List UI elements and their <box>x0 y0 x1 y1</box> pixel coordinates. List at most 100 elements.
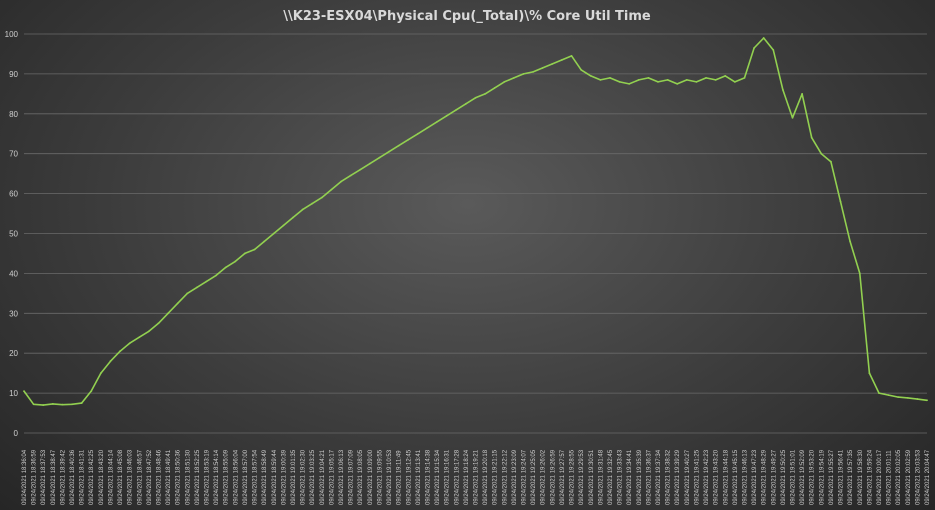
data-point <box>906 396 909 399</box>
x-tick-label: 09/24/2021 19:55:27 <box>829 449 835 505</box>
data-point <box>532 71 535 73</box>
x-tick-label: 09/24/2021 19:16:31 <box>445 449 451 505</box>
y-tick-label: 80 <box>9 110 18 119</box>
x-tick-label: 09/24/2021 19:05:17 <box>329 449 335 505</box>
x-tick-label: 09/24/2021 19:26:59 <box>550 449 556 505</box>
x-tick-label: 09/24/2021 20:03:53 <box>915 449 921 505</box>
data-point <box>282 224 285 227</box>
x-tick-label: 09/24/2021 19:10:53 <box>387 449 393 505</box>
x-tick-label: 09/24/2021 19:28:55 <box>570 449 576 505</box>
x-tick-label: 09/24/2021 19:47:23 <box>752 449 758 505</box>
data-point <box>685 78 688 81</box>
data-point <box>416 132 419 135</box>
data-point <box>167 312 169 315</box>
data-point <box>407 138 410 141</box>
x-tick-label: 09/24/2021 19:13:41 <box>416 449 422 505</box>
data-point <box>272 232 275 235</box>
x-tick-label: 09/24/2021 19:14:38 <box>425 449 431 505</box>
data-point <box>32 403 35 406</box>
x-tick-label: 09/24/2021 18:38:47 <box>51 449 57 505</box>
y-axis-ticks: 0 10 20 30 40 50 60 70 80 90 100 <box>5 30 19 438</box>
x-tick-label: 09/24/2021 18:47:52 <box>147 449 153 505</box>
x-tick-label: 09/24/2021 18:55:09 <box>224 449 230 505</box>
x-tick-label: 09/24/2021 18:43:20 <box>99 449 105 505</box>
x-tick-label: 09/24/2021 19:59:24 <box>867 449 873 505</box>
x-tick-label: 09/24/2021 19:04:21 <box>320 449 326 505</box>
y-tick-label: 100 <box>5 30 19 39</box>
data-point <box>570 55 573 57</box>
x-tick-label: 09/24/2021 19:53:20 <box>810 449 816 505</box>
x-tick-label: 09/24/2021 18:41:31 <box>80 449 86 505</box>
x-tick-label: 09/24/2021 18:57:00 <box>243 449 249 505</box>
x-tick-label: 09/24/2021 19:06:13 <box>339 449 345 505</box>
x-tick-label: 09/24/2021 19:18:24 <box>464 449 470 505</box>
x-tick-label: 09/24/2021 19:08:05 <box>358 449 364 505</box>
x-tick-label: 09/24/2021 19:21:15 <box>493 449 499 505</box>
x-tick-label: 09/24/2021 19:30:51 <box>589 449 595 505</box>
data-point <box>426 126 429 129</box>
data-point <box>311 202 314 205</box>
x-tick-label: 09/24/2021 19:23:09 <box>512 449 518 505</box>
data-point <box>801 92 804 95</box>
x-tick-label: 09/24/2021 19:19:21 <box>474 449 480 505</box>
data-point <box>541 67 544 69</box>
x-tick-label: 09/24/2021 18:49:41 <box>166 449 172 505</box>
x-tick-label: 09/24/2021 18:40:36 <box>70 449 76 505</box>
x-tick-label: 09/24/2021 19:48:29 <box>762 449 768 505</box>
x-tick-label: 09/24/2021 18:57:54 <box>253 449 259 505</box>
x-tick-label: 09/24/2021 19:02:30 <box>301 449 307 505</box>
data-point <box>244 252 246 255</box>
x-tick-label: 09/24/2021 19:50:25 <box>781 449 787 505</box>
y-tick-label: 0 <box>14 429 19 438</box>
data-point <box>378 156 381 159</box>
data-point <box>109 360 112 363</box>
data-point <box>493 86 496 89</box>
data-point <box>71 403 73 406</box>
data-point <box>743 76 746 79</box>
x-tick-label: 09/24/2021 18:39:42 <box>60 449 66 505</box>
x-tick-label: 09/24/2021 19:12:45 <box>406 449 412 505</box>
data-point <box>436 120 438 123</box>
data-point <box>445 114 448 117</box>
data-point <box>762 37 765 39</box>
x-tick-label: 09/24/2021 19:34:41 <box>627 449 633 505</box>
data-point <box>503 80 506 83</box>
data-point <box>839 200 842 203</box>
data-point <box>263 240 266 243</box>
x-tick-label: 09/24/2021 19:31:48 <box>598 449 604 505</box>
data-point <box>80 402 83 404</box>
data-point <box>464 102 467 105</box>
data-point <box>705 76 707 79</box>
x-tick-label: 09/24/2021 19:36:37 <box>646 449 652 505</box>
x-tick-label: 09/24/2021 20:00:17 <box>877 449 883 505</box>
x-tick-label: 09/24/2021 19:32:45 <box>608 449 614 505</box>
data-point <box>926 399 928 402</box>
x-tick-label: 09/24/2021 19:26:02 <box>541 449 547 505</box>
x-tick-label: 09/24/2021 19:37:34 <box>656 449 662 505</box>
data-point <box>637 78 640 81</box>
x-tick-label: 09/24/2021 18:45:08 <box>118 449 124 505</box>
x-tick-label: 09/24/2021 18:42:25 <box>89 449 95 505</box>
data-point <box>858 272 861 275</box>
data-point <box>609 76 611 79</box>
y-tick-label: 50 <box>9 230 18 239</box>
x-tick-label: 09/24/2021 18:56:04 <box>233 449 239 505</box>
data-point <box>561 59 563 61</box>
gridlines <box>24 33 927 434</box>
data-point <box>330 188 333 191</box>
x-tick-label: 09/24/2021 19:51:01 <box>791 449 797 505</box>
x-tick-label: 09/24/2021 19:24:07 <box>522 449 528 505</box>
data-point <box>887 394 890 396</box>
data-point <box>320 196 323 199</box>
y-tick-label: 10 <box>9 389 18 398</box>
data-point <box>522 73 525 75</box>
data-point <box>772 49 775 51</box>
y-tick-label: 40 <box>9 269 18 278</box>
x-tick-label: 09/24/2021 19:03:25 <box>310 449 316 505</box>
data-point <box>224 266 227 269</box>
data-point <box>196 286 198 289</box>
x-tick-label: 09/24/2021 19:01:35 <box>291 449 297 505</box>
data-point <box>147 330 150 333</box>
x-tick-label: 09/24/2021 18:59:44 <box>272 449 278 505</box>
